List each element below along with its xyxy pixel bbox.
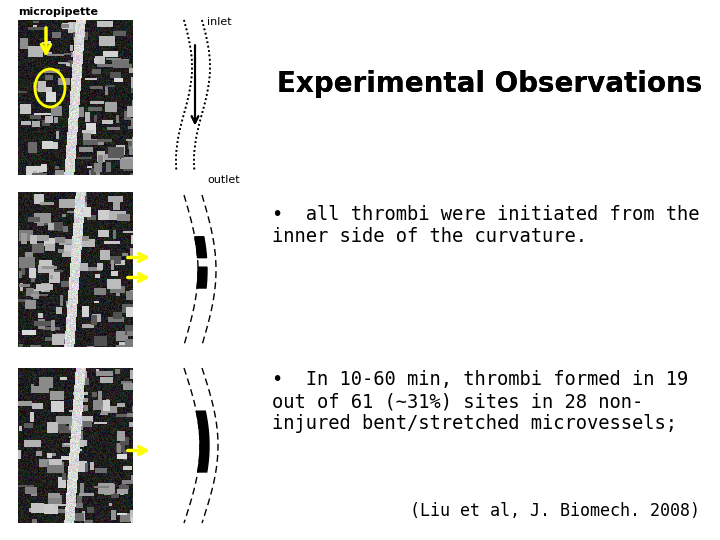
Text: (Liu et al, J. Biomech. 2008): (Liu et al, J. Biomech. 2008) bbox=[410, 502, 700, 520]
Text: inner side of the curvature.: inner side of the curvature. bbox=[272, 227, 587, 246]
Polygon shape bbox=[197, 267, 207, 288]
Text: Experimental Observations: Experimental Observations bbox=[277, 70, 703, 98]
Text: injured bent/stretched microvessels;: injured bent/stretched microvessels; bbox=[272, 414, 677, 433]
Text: outlet: outlet bbox=[207, 175, 240, 185]
Text: Experimental Observations: Experimental Observations bbox=[277, 70, 703, 98]
Text: •  all thrombi were initiated from the: • all thrombi were initiated from the bbox=[272, 205, 700, 224]
Polygon shape bbox=[194, 237, 207, 258]
Text: inlet: inlet bbox=[207, 17, 232, 27]
Polygon shape bbox=[197, 411, 209, 472]
Text: out of 61 (~31%) sites in 28 non-: out of 61 (~31%) sites in 28 non- bbox=[272, 392, 643, 411]
Text: •  In 10-60 min, thrombi formed in 19: • In 10-60 min, thrombi formed in 19 bbox=[272, 370, 688, 389]
Text: micropipette: micropipette bbox=[18, 7, 98, 17]
